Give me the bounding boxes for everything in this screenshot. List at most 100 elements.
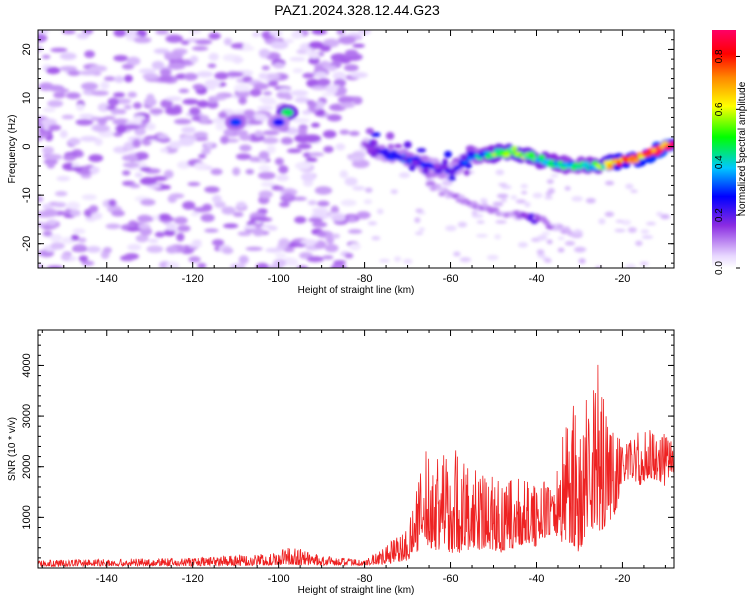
spectrogram-cell <box>453 251 461 257</box>
snr-x-tick-label: -120 <box>182 573 204 585</box>
spectrogram-cell <box>39 132 50 138</box>
spectrogram-cell <box>556 224 564 229</box>
spectrogram-cell <box>215 122 225 131</box>
spectrogram-cell <box>283 248 295 253</box>
spectrogram-cell <box>65 92 81 100</box>
spectrogram-cell <box>188 30 202 35</box>
spectrogram-cell <box>466 149 475 158</box>
spectrogram-cell <box>50 242 65 250</box>
spectrogram-cell <box>582 161 590 167</box>
spectrogram-cell <box>139 227 153 236</box>
spectrogram-cell <box>267 225 278 231</box>
spectrogram-cell <box>167 62 186 70</box>
spectrogram-cell <box>178 137 195 147</box>
spectrogram-cell <box>305 157 318 163</box>
spectrogram-cell <box>229 118 242 127</box>
spectrogram-cell <box>414 231 424 235</box>
spectrogram-cell <box>332 71 346 81</box>
snr-x-tick-label: -80 <box>357 573 373 585</box>
spectrogram-cell <box>510 146 518 152</box>
spectrogram-cell <box>42 230 53 237</box>
spectrogram-cell <box>238 255 249 265</box>
spectrogram-cell <box>163 169 174 179</box>
spectrogram-cell <box>615 219 624 223</box>
spectrogram-cell <box>463 169 471 176</box>
spectrogram-cell <box>42 208 58 218</box>
spectrogram-cell <box>326 65 337 72</box>
spectrogram-cell <box>47 219 58 226</box>
spectrogram-cell <box>198 153 207 159</box>
spectrogram-cell <box>38 222 48 227</box>
spectrogram-cell <box>44 153 63 161</box>
spectrogram-cell <box>575 230 583 235</box>
spectrogram-cell <box>492 201 504 207</box>
spectrogram-cell <box>294 161 312 170</box>
spectrogram-cell <box>232 167 241 176</box>
spectrogram-cell <box>160 185 171 190</box>
spectrogram-cell <box>163 52 175 58</box>
spectrogram-cell <box>157 133 169 140</box>
spectrogram-cell <box>42 146 55 155</box>
spectrogram-cell <box>420 155 429 162</box>
spectrogram-x-axis-title: Height of straight line (km) <box>298 285 415 296</box>
spectrogram-cell <box>116 108 127 115</box>
spectrogram-cell <box>189 243 203 248</box>
spectrogram-cell <box>258 48 270 58</box>
spectrogram-cell <box>276 174 289 182</box>
spectrogram-cell <box>278 238 290 248</box>
spectrogram-cell <box>79 70 96 76</box>
spectrogram-cell <box>189 107 201 116</box>
spectrogram-cell <box>242 43 251 51</box>
spectrogram-cell <box>459 257 472 263</box>
spectrogram-cell <box>296 49 307 54</box>
spectrogram-cell <box>42 107 56 113</box>
spectrogram-cell <box>97 102 111 112</box>
spectrogram-cell <box>71 166 83 171</box>
spectrogram-cell <box>84 50 96 58</box>
spectrogram-cell <box>270 40 289 50</box>
spectrogram-cell <box>201 148 211 155</box>
spectrogram-cell <box>262 130 280 136</box>
spectrogram-x-tick-label: -120 <box>182 273 204 285</box>
spectrogram-cell <box>370 132 381 138</box>
snr-y-tick-label: 1000 <box>21 505 33 529</box>
spectrogram-cell <box>182 98 199 105</box>
spectrogram-cell <box>284 38 294 44</box>
spectrogram-cell <box>415 208 424 213</box>
spectrogram-cell <box>385 132 395 140</box>
spectrogram-cell <box>167 194 177 203</box>
spectrogram-cell <box>127 91 137 98</box>
spectrogram-cell <box>308 57 320 65</box>
snr-series-line <box>38 364 674 568</box>
spectrogram-cell <box>481 203 489 208</box>
spectrogram-cell <box>398 172 410 179</box>
spectrogram-cell <box>142 73 159 80</box>
snr-x-axis-title: Height of straight line (km) <box>298 585 415 596</box>
spectrogram-cell <box>532 192 543 199</box>
spectrogram-cell <box>598 218 606 225</box>
spectrogram-cell <box>394 144 403 149</box>
snr-y-tick-label: 2000 <box>21 454 33 478</box>
spectrogram-cell <box>378 144 386 150</box>
spectrogram-cell <box>284 95 293 101</box>
spectrogram-cell <box>165 261 180 268</box>
spectrogram-cell <box>426 163 435 168</box>
spectrogram-cell <box>133 102 142 110</box>
spectrogram-cell <box>370 150 378 158</box>
spectrogram-cell <box>160 148 169 153</box>
spectrogram-cell <box>146 245 164 253</box>
spectrogram-cell <box>340 199 357 207</box>
spectrogram-cell <box>123 74 133 83</box>
spectrogram-cell <box>656 211 663 217</box>
spectrogram-cell <box>208 32 221 40</box>
spectrogram-y-axis-title: Frequency (Hz) <box>7 115 18 184</box>
spectrogram-cell <box>544 196 553 200</box>
spectrogram-cell <box>126 227 140 232</box>
spectrogram-cell <box>223 37 233 46</box>
spectrogram-cell <box>177 225 191 232</box>
snr-y-tick-label: 4000 <box>21 353 33 377</box>
spectrogram-cell <box>645 222 657 226</box>
spectrogram-cell <box>122 170 131 176</box>
spectrogram-cell <box>81 260 95 266</box>
spectrogram-cell <box>154 231 165 238</box>
